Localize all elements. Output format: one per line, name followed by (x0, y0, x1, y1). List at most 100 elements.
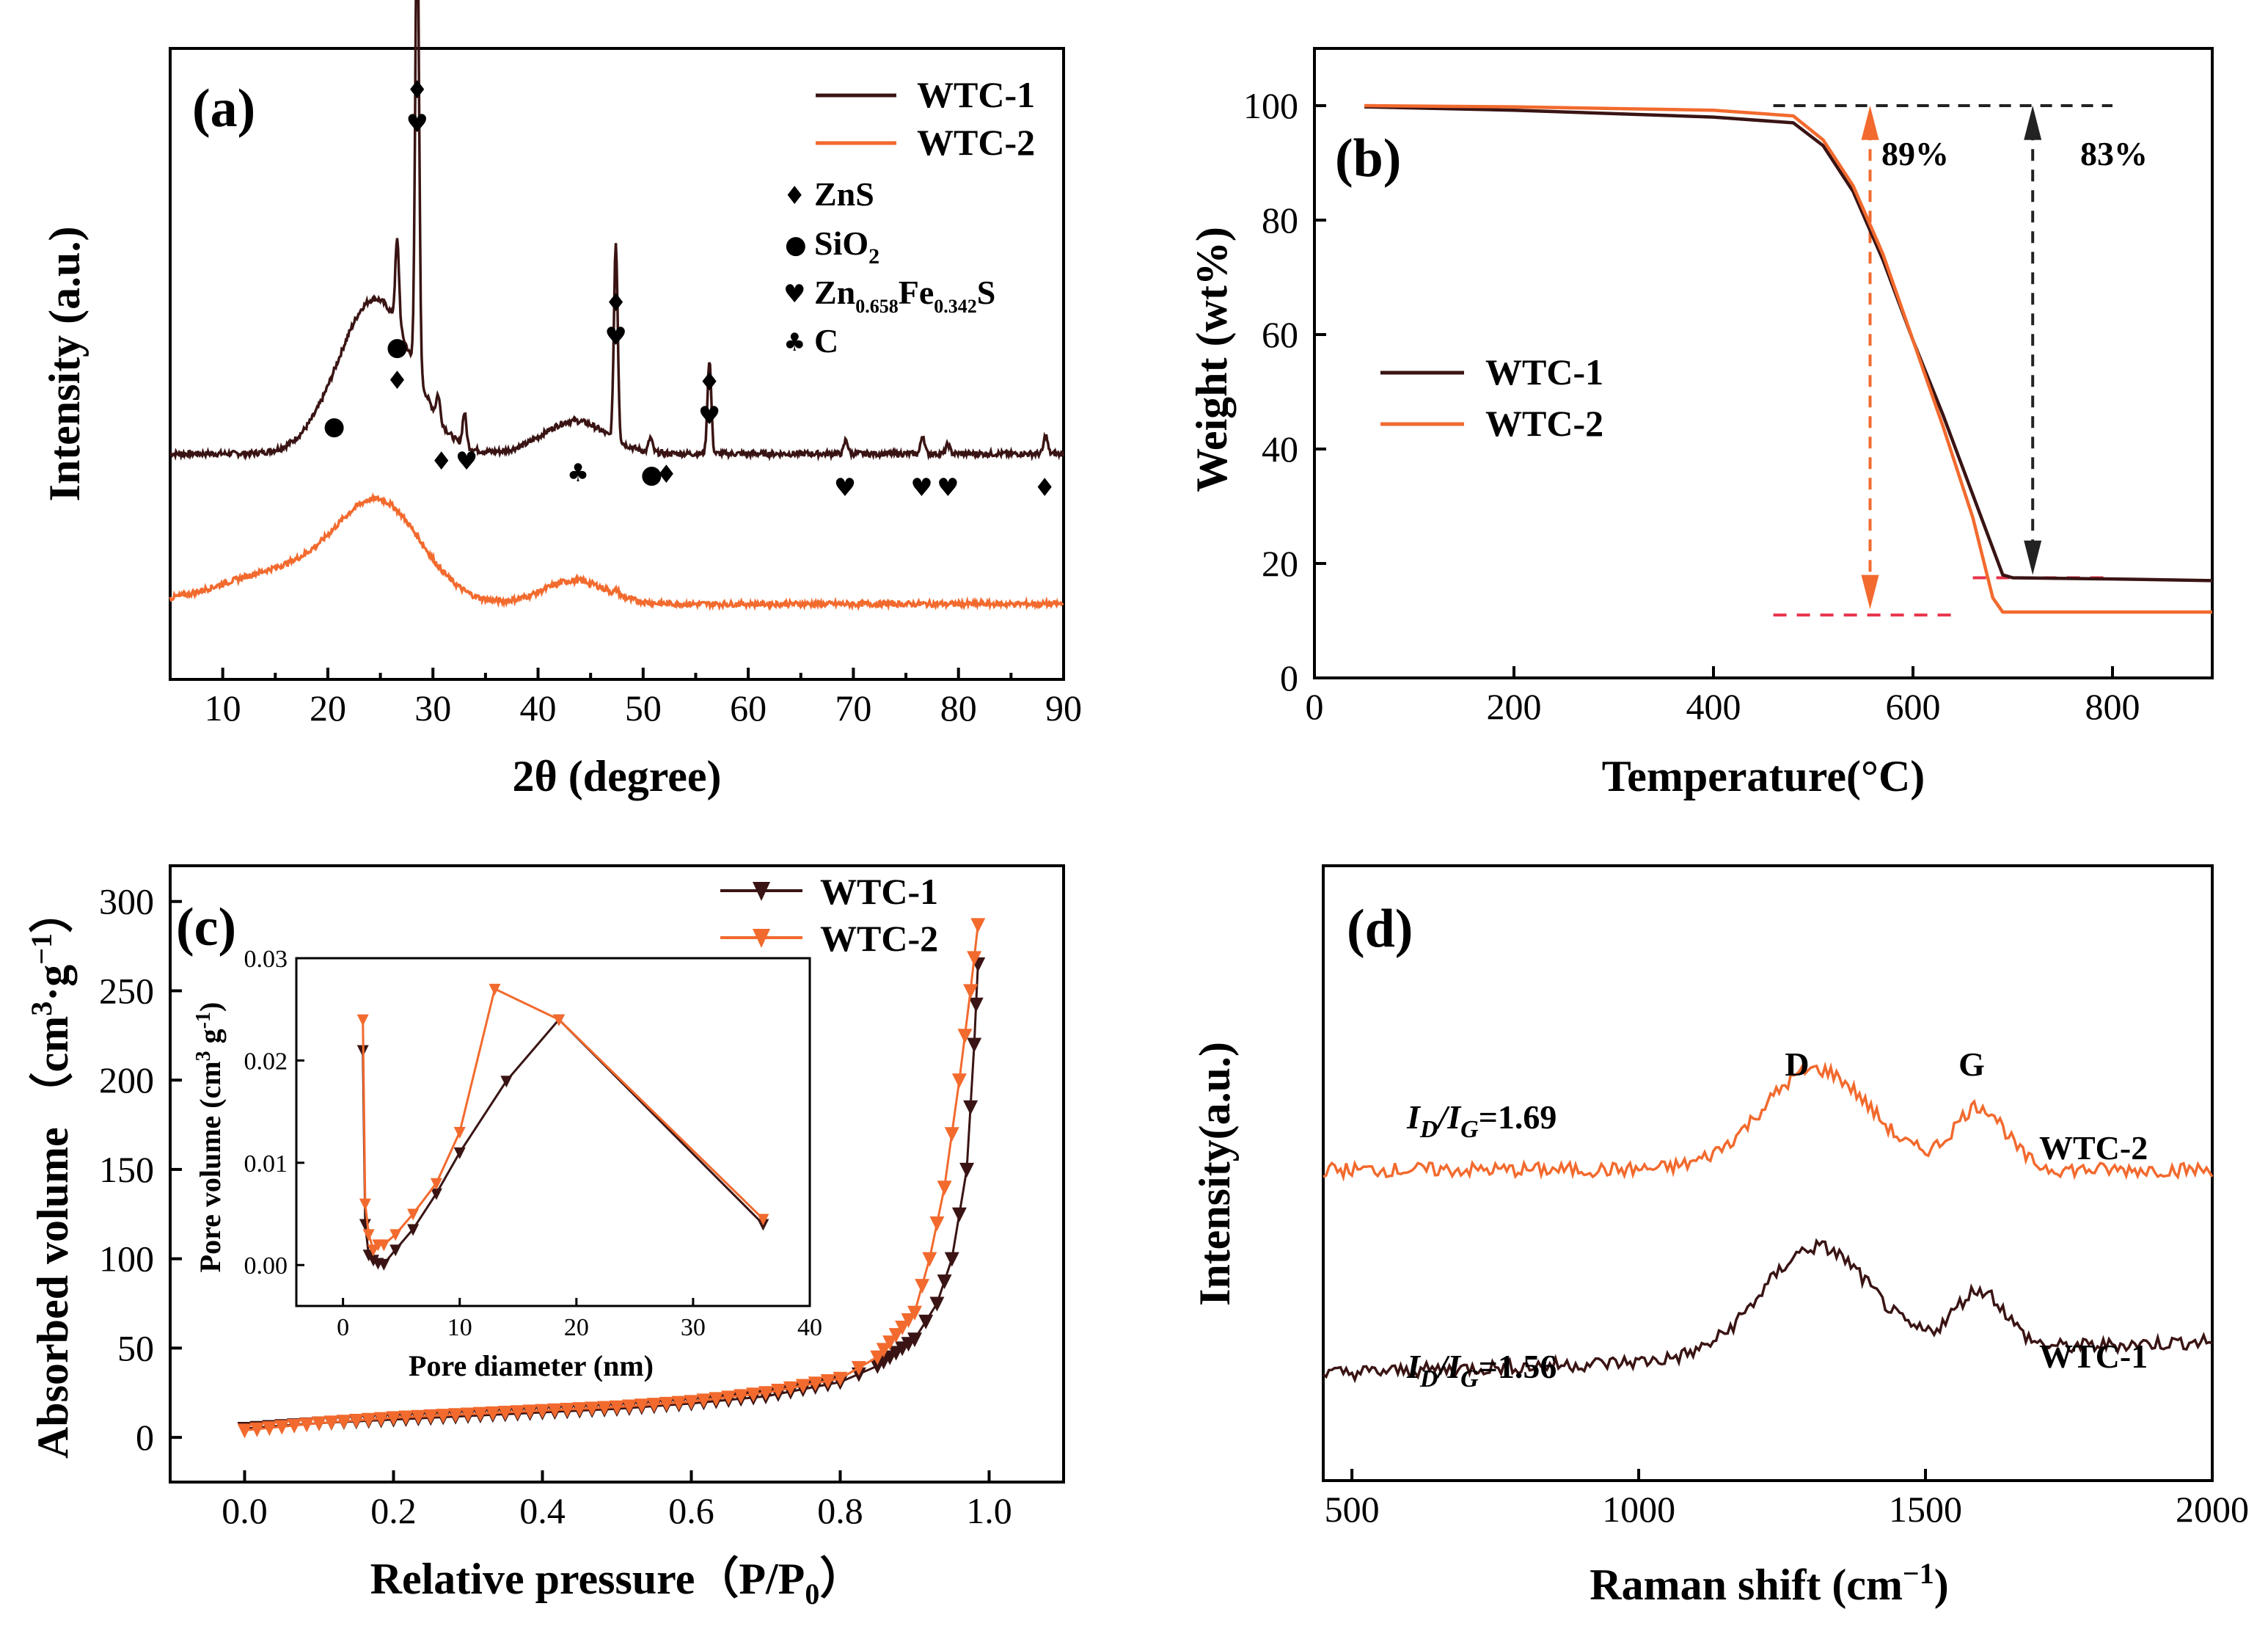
ci-point-wtc-1-8 (430, 1188, 442, 1200)
ci-point-wtc-2-1 (359, 1198, 371, 1211)
panel-b-legend-wtc2: WTC-2 (1485, 403, 1603, 444)
b-series-wtc-2 (1364, 103, 2212, 614)
a-marker-5: ♦ (430, 447, 452, 476)
d-xtick-label-2000: 2000 (2176, 1489, 2249, 1530)
c-point-wtc-2-8 (336, 1415, 351, 1430)
b-xtick-label-400: 400 (1686, 686, 1741, 727)
c-point-wtc-2-57 (915, 1279, 930, 1294)
c-point-wtc-2-45 (795, 1379, 811, 1394)
ci-point-wtc-1-6 (389, 1244, 402, 1257)
panel-b-frame (1313, 47, 2214, 679)
panel-b-annotation-83: 83% (2080, 135, 2148, 172)
c-point-wtc-2-4 (287, 1418, 302, 1434)
c-point-wtc-1-60 (944, 1252, 959, 1267)
c-point-wtc-1-65 (968, 997, 984, 1012)
a-series-wtc-1 (169, 0, 1065, 462)
panel-b-tga: 0 200 400 600 800 0 20 40 60 80 100 (b) Temperatur… (1188, 47, 2214, 800)
c-point-wtc-2-0 (237, 1423, 252, 1439)
c-point-wtc-2-35 (671, 1395, 687, 1411)
b-ytick-label-20: 20 (1262, 543, 1298, 584)
c-point-wtc-2-24 (535, 1404, 550, 1419)
a-xtick-label-40: 40 (520, 687, 557, 729)
panel-d-raman: 500 1000 1500 2000 (d) Raman shift (cm−1) I… (1190, 864, 2249, 1609)
c-xtick-label-0.8: 0.8 (817, 1490, 863, 1531)
panel-a-frame (169, 47, 1065, 681)
panel-a-phase-legend: ♦ ZnS ● SiO2 ♥ Zn0.658Fe0.342S ♣ C (783, 175, 995, 360)
c-point-wtc-2-27 (572, 1402, 588, 1417)
ci-ytick-label-0.01: 0.01 (244, 1150, 288, 1178)
panel-d-peak-d: D (1785, 1046, 1809, 1083)
phase-label-c: C (814, 322, 838, 360)
c-point-wtc-2-18 (461, 1407, 475, 1423)
b-ytick-label-100: 100 (1243, 85, 1298, 126)
a-marker-8: ♥ (604, 322, 626, 351)
panel-c-legend-wtc2: WTC-2 (820, 918, 938, 959)
d-series-wtc-1 (1322, 1238, 2213, 1384)
ci-point-wtc-2-9 (453, 1127, 466, 1139)
panel-c-frame (169, 864, 1065, 1484)
ci-point-wtc-2-0 (356, 1014, 369, 1026)
panel-b-label: (b) (1335, 128, 1401, 189)
c-point-wtc-2-26 (560, 1402, 575, 1417)
c-point-wtc-2-66 (970, 918, 986, 933)
c-point-wtc-1-62 (959, 1162, 975, 1178)
a-marker-14: ♥ (834, 473, 856, 503)
panel-a-ylabel: Intensity (a.u.) (40, 226, 89, 501)
a-marker-10: ● (640, 460, 662, 489)
panel-c-inset: 0 10 20 30 40 0.00 0.01 0.02 0.03 Pore diameter … (192, 946, 822, 1382)
ci-xtick-label-10: 10 (447, 1314, 472, 1341)
c-point-wtc-2-7 (323, 1415, 339, 1431)
c-point-wtc-2-19 (472, 1406, 488, 1422)
b-arrowhead-89-top (1861, 106, 1879, 140)
c-point-wtc-2-6 (312, 1416, 326, 1431)
d-xtick-label-500: 500 (1325, 1489, 1380, 1530)
a-xtick-label-50: 50 (625, 687, 662, 729)
panel-a-series (169, 0, 1065, 611)
c-ytick-label-100: 100 (99, 1238, 154, 1280)
phase-symbol-sio2: ● (785, 230, 807, 260)
panel-b-annotations (1773, 104, 2112, 617)
b-arrowhead-83-bottom (2024, 540, 2042, 575)
c-point-wtc-1-59 (937, 1274, 952, 1290)
b-arrowhead-89-bottom (1861, 574, 1879, 610)
c-point-wtc-2-12 (386, 1411, 401, 1426)
b-series-wtc-1 (1364, 105, 2213, 583)
d-xtick-label-1500: 1500 (1889, 1489, 1962, 1530)
a-marker-0: ● (323, 412, 345, 441)
panel-b-ylabel: Weight (wt%) (1188, 227, 1236, 492)
c-xtick-label-0.6: 0.6 (668, 1490, 714, 1531)
panel-b-annotation-89: 89% (1881, 135, 1949, 172)
c-point-wtc-2-5 (299, 1417, 315, 1433)
panel-d-label: (d) (1347, 899, 1413, 959)
c-point-wtc-2-46 (808, 1376, 823, 1392)
panel-d-xlabel: Raman shift (cm−1) (1590, 1557, 1948, 1609)
ci-point-wtc-2-12 (757, 1214, 769, 1226)
c-point-wtc-2-36 (684, 1395, 699, 1410)
panel-d-series (1322, 1061, 2214, 1384)
panel-b-legend: WTC-1 WTC-2 (1380, 351, 1603, 444)
b-ytick-label-80: 80 (1262, 200, 1298, 241)
b-xtick-label-800: 800 (2085, 686, 2140, 727)
ci-xtick-label-20: 20 (564, 1314, 589, 1341)
c-point-wtc-2-23 (522, 1404, 538, 1420)
a-xtick-label-10: 10 (205, 687, 241, 729)
c-point-wtc-2-28 (585, 1401, 600, 1417)
ci-point-wtc-2-7 (407, 1208, 420, 1221)
c-point-wtc-2-10 (361, 1412, 376, 1428)
a-marker-4: ♦ (406, 76, 428, 105)
b-ytick-label-40: 40 (1262, 428, 1298, 470)
ci-point-wtc-1-9 (453, 1147, 466, 1159)
a-marker-6: ♥ (456, 447, 478, 476)
panel-d-label-wtc2: WTC-2 (2039, 1129, 2148, 1167)
c-xtick-label-1.0: 1.0 (966, 1490, 1012, 1531)
c-point-wtc-2-14 (411, 1409, 426, 1425)
c-point-wtc-2-60 (937, 1181, 952, 1196)
panel-c-legend: WTC-1 WTC-2 (720, 871, 938, 959)
c-point-wtc-2-3 (274, 1420, 290, 1435)
phase-symbol-c: ♣ (783, 328, 805, 357)
ci-point-wtc-1-3 (367, 1255, 379, 1267)
ci-point-wtc-2-11 (552, 1014, 565, 1026)
c-point-wtc-2-59 (929, 1216, 945, 1231)
